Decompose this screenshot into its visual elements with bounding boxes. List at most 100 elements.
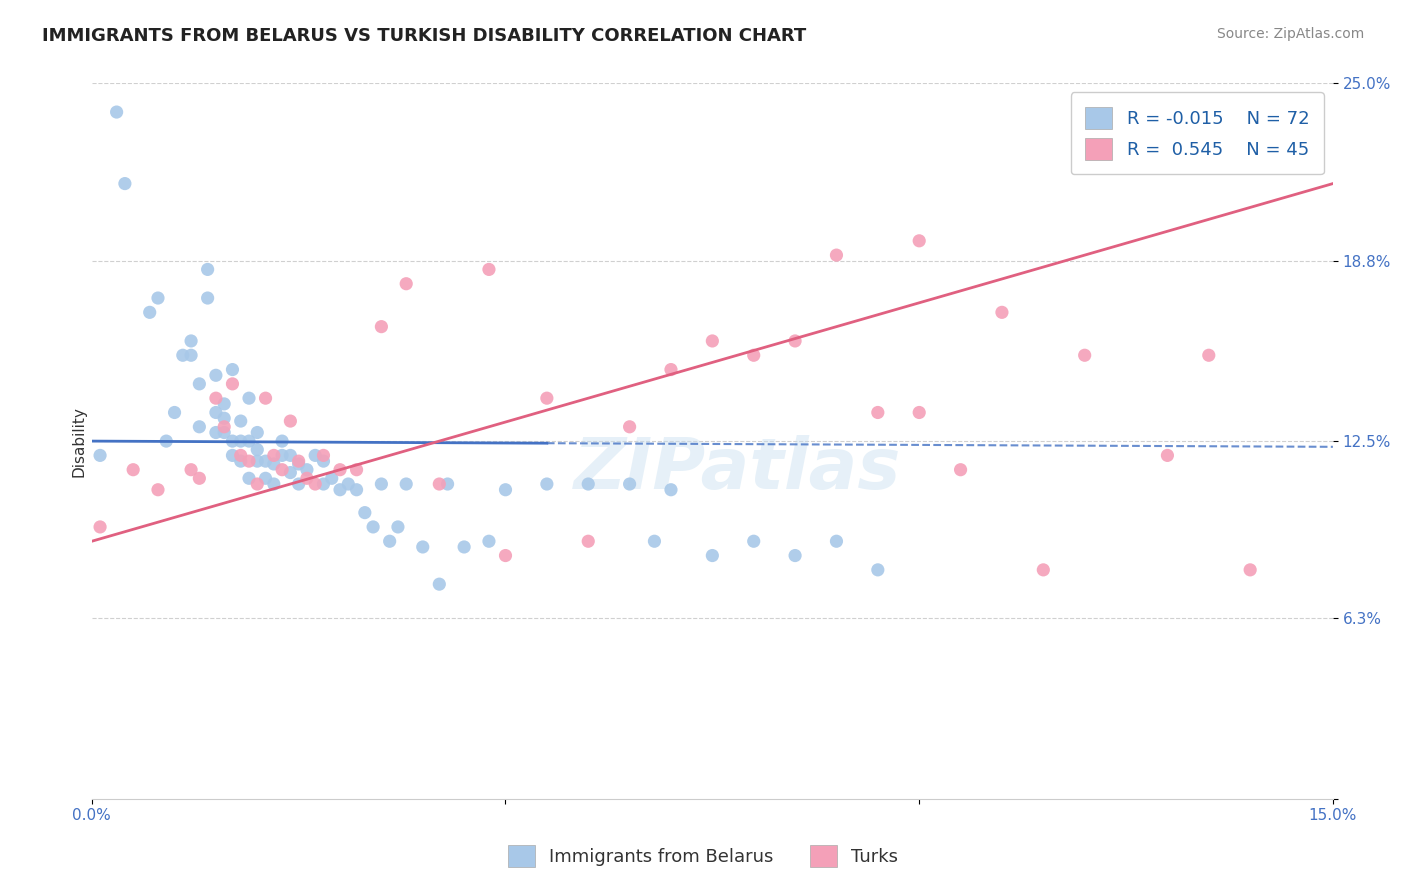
- Point: [212, 397, 235, 411]
- Point: [246, 477, 269, 491]
- Point: [280, 414, 302, 428]
- Point: [254, 471, 277, 485]
- Point: [89, 520, 111, 534]
- Point: [229, 434, 252, 449]
- Point: [436, 477, 458, 491]
- Point: [643, 534, 665, 549]
- Point: [172, 348, 194, 362]
- Point: [238, 434, 260, 449]
- Point: [1156, 449, 1178, 463]
- Point: [188, 471, 211, 485]
- Point: [287, 457, 309, 471]
- Point: [329, 483, 352, 497]
- Point: [212, 419, 235, 434]
- Point: [908, 234, 931, 248]
- Point: [337, 477, 360, 491]
- Point: [246, 425, 269, 440]
- Point: [576, 477, 599, 491]
- Point: [163, 405, 186, 419]
- Point: [353, 506, 375, 520]
- Point: [495, 549, 517, 563]
- Point: [246, 454, 269, 468]
- Point: [155, 434, 177, 449]
- Point: [295, 471, 318, 485]
- Point: [576, 534, 599, 549]
- Point: [346, 483, 368, 497]
- Point: [949, 463, 972, 477]
- Point: [536, 477, 558, 491]
- Point: [246, 442, 269, 457]
- Point: [122, 463, 145, 477]
- Point: [205, 391, 228, 405]
- Point: [378, 534, 401, 549]
- Point: [205, 425, 228, 440]
- Point: [221, 362, 243, 376]
- Point: [287, 454, 309, 468]
- Point: [659, 362, 682, 376]
- Text: Source: ZipAtlas.com: Source: ZipAtlas.com: [1216, 27, 1364, 41]
- Point: [180, 463, 202, 477]
- Point: [188, 376, 211, 391]
- Point: [221, 376, 243, 391]
- Y-axis label: Disability: Disability: [72, 406, 86, 476]
- Point: [212, 411, 235, 425]
- Legend: Immigrants from Belarus, Turks: Immigrants from Belarus, Turks: [501, 838, 905, 874]
- Point: [229, 414, 252, 428]
- Point: [138, 305, 160, 319]
- Point: [783, 549, 806, 563]
- Point: [742, 534, 765, 549]
- Point: [146, 483, 169, 497]
- Point: [238, 391, 260, 405]
- Point: [395, 277, 418, 291]
- Point: [212, 425, 235, 440]
- Point: [205, 405, 228, 419]
- Point: [295, 463, 318, 477]
- Point: [412, 540, 434, 554]
- Point: [146, 291, 169, 305]
- Point: [180, 348, 202, 362]
- Point: [825, 534, 848, 549]
- Point: [478, 534, 501, 549]
- Point: [619, 477, 641, 491]
- Point: [478, 262, 501, 277]
- Point: [271, 434, 294, 449]
- Point: [229, 449, 252, 463]
- Point: [1198, 348, 1220, 362]
- Point: [495, 483, 517, 497]
- Point: [1239, 563, 1261, 577]
- Point: [254, 454, 277, 468]
- Text: IMMIGRANTS FROM BELARUS VS TURKISH DISABILITY CORRELATION CHART: IMMIGRANTS FROM BELARUS VS TURKISH DISAB…: [42, 27, 807, 45]
- Point: [271, 463, 294, 477]
- Point: [321, 471, 343, 485]
- Point: [427, 577, 450, 591]
- Point: [329, 463, 352, 477]
- Point: [287, 477, 309, 491]
- Point: [221, 449, 243, 463]
- Point: [254, 391, 277, 405]
- Point: [991, 305, 1014, 319]
- Point: [221, 434, 243, 449]
- Point: [114, 177, 136, 191]
- Point: [536, 391, 558, 405]
- Point: [89, 449, 111, 463]
- Point: [395, 477, 418, 491]
- Point: [280, 466, 302, 480]
- Point: [370, 319, 392, 334]
- Point: [370, 477, 392, 491]
- Point: [238, 454, 260, 468]
- Point: [105, 105, 128, 120]
- Point: [908, 405, 931, 419]
- Point: [205, 368, 228, 383]
- Point: [1032, 563, 1054, 577]
- Legend: R = -0.015    N = 72, R =  0.545    N = 45: R = -0.015 N = 72, R = 0.545 N = 45: [1071, 93, 1324, 175]
- Point: [263, 449, 285, 463]
- Point: [312, 477, 335, 491]
- Point: [312, 449, 335, 463]
- Point: [304, 477, 326, 491]
- Text: ZIPatlas: ZIPatlas: [574, 435, 901, 504]
- Point: [229, 454, 252, 468]
- Point: [238, 471, 260, 485]
- Point: [619, 419, 641, 434]
- Point: [263, 457, 285, 471]
- Point: [783, 334, 806, 348]
